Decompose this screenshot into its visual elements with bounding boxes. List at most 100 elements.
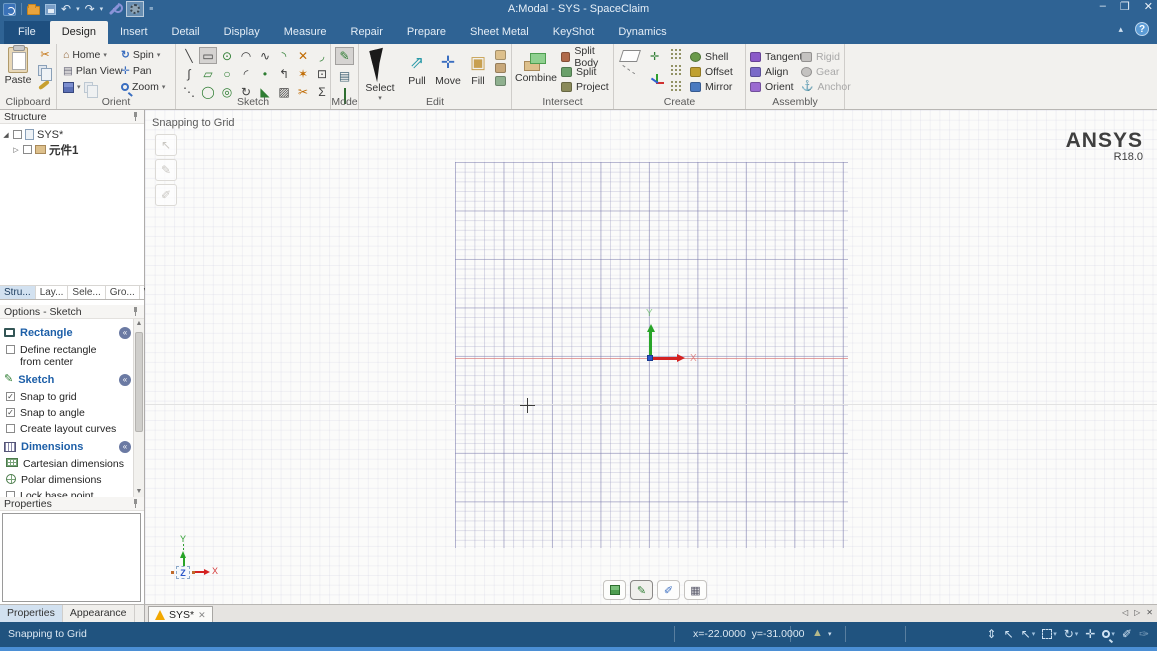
options-toggle[interactable] [126, 1, 145, 17]
origin-point[interactable] [647, 355, 653, 361]
selection-box-icon[interactable]: ▾ [1042, 629, 1057, 639]
sketch-edit-ghost-icon[interactable]: ✐ [155, 184, 177, 206]
combine-button[interactable]: Combine [515, 50, 557, 84]
sketch-construction-spline-icon[interactable]: ∫ [187, 67, 191, 81]
redo-caret-icon[interactable]: ▾ [99, 5, 104, 13]
checkbox-checked[interactable]: ✓ [6, 392, 15, 401]
warning-caret-icon[interactable]: ▾ [828, 631, 832, 638]
app-icon[interactable] [3, 2, 16, 16]
restore-button[interactable]: ❐ [1119, 1, 1130, 13]
move-button[interactable]: ✛ Move [433, 52, 463, 87]
close-tab-icon[interactable]: ✕ [1146, 608, 1153, 617]
tab-keyshot[interactable]: KeyShot [552, 26, 595, 38]
options-scrollbar[interactable]: ▲ ▼ [133, 319, 144, 497]
plane-icon[interactable] [619, 50, 641, 62]
sketch-fill-region-icon[interactable]: ◣ [260, 85, 270, 99]
minimize-button[interactable]: – [1099, 0, 1106, 12]
pattern-grid-icon[interactable] [670, 80, 683, 93]
collapse-section-icon[interactable]: « [119, 326, 131, 339]
split-body-button[interactable]: Split Body [561, 45, 613, 69]
option-define-rect-center[interactable]: Define rectangle from center [6, 344, 133, 368]
redo-icon[interactable]: ↷ [84, 2, 95, 16]
collapse-ribbon-icon[interactable]: ▴ [1118, 23, 1123, 34]
pin-icon[interactable] [131, 499, 140, 508]
rigid-button[interactable]: Rigid [801, 49, 851, 64]
sketch-view-button[interactable]: ✎ [630, 580, 653, 600]
annotate-button[interactable]: ✐ [657, 580, 680, 600]
sketch-circle-icon[interactable]: ⊙ [221, 49, 233, 63]
option-lock-base-point[interactable]: Lock base point [6, 490, 133, 497]
save-icon[interactable] [45, 3, 56, 15]
sketch-tangent-arc-icon[interactable]: ◠ [240, 49, 252, 63]
option-cartesian-dimensions[interactable]: Cartesian dimensions [6, 458, 133, 470]
gear-button[interactable]: Gear [801, 64, 851, 79]
root-checkbox[interactable] [13, 130, 22, 139]
sketch-arc-icon[interactable]: ◜ [243, 67, 249, 81]
tab-appearance[interactable]: Appearance [63, 605, 135, 622]
scroll-tabs-right-icon[interactable]: ▷ [1134, 608, 1141, 617]
option-snap-to-angle[interactable]: ✓ Snap to angle [6, 407, 133, 419]
document-tab-sys[interactable]: SYS* ✕ [148, 606, 213, 623]
paste-button[interactable]: Paste [3, 45, 33, 86]
sketch-chamfer-icon[interactable]: ✶ [297, 67, 309, 81]
sketch-polygon-icon[interactable]: ▱ [203, 67, 213, 81]
sketch-draw-ghost-icon[interactable]: ✎ [155, 159, 177, 181]
expander-icon[interactable]: ◢ [3, 131, 9, 139]
axes-icon[interactable] [650, 74, 664, 88]
axis-line-icon[interactable] [622, 64, 638, 77]
tab-selection[interactable]: Sele... [68, 286, 106, 299]
spin-caret-icon[interactable]: ▾ [156, 51, 161, 59]
checkbox[interactable] [6, 424, 15, 433]
design-canvas[interactable]: Snapping to Grid ↖ ✎ ✐ ANSYS R18.0 Y X Y… [145, 110, 1157, 604]
undo-icon[interactable]: ↶ [61, 2, 72, 16]
sketch-spline-icon[interactable]: ∿ [259, 49, 271, 63]
tab-file[interactable]: File [4, 21, 50, 44]
home-button[interactable]: ⌂ Home ▾ [61, 47, 122, 63]
option-polar-dimensions[interactable]: Polar dimensions [6, 474, 133, 486]
sketch-line-icon[interactable]: ╲ [185, 49, 193, 63]
scroll-updown-icon[interactable]: ⇕ [986, 627, 997, 641]
sketch-curve-icon[interactable]: ◝ [281, 49, 287, 63]
pull-button[interactable]: ⇗ Move Pull [403, 52, 431, 87]
sketch-split-icon[interactable]: ✂ [297, 85, 309, 99]
close-button[interactable]: ✕ [1143, 1, 1153, 13]
checkbox[interactable] [6, 491, 15, 497]
warning-triangle-icon[interactable]: ▲ [812, 627, 823, 639]
orient-button[interactable]: Orient [750, 79, 802, 94]
cursor-undo-icon[interactable]: ↖ [1003, 627, 1014, 641]
tab-design[interactable]: Design [49, 21, 108, 44]
expander-icon[interactable]: ▷ [13, 146, 19, 154]
measure-icon[interactable]: ✐ [1121, 627, 1132, 641]
view-cube-button[interactable]: ▾ [61, 79, 122, 98]
format-painter-icon[interactable] [38, 79, 50, 91]
scroll-tabs-left-icon[interactable]: ◁ [1121, 608, 1129, 617]
anchor-button[interactable]: ⚓ Anchor [801, 79, 851, 94]
scroll-thumb[interactable] [135, 332, 143, 432]
replace-icon[interactable] [495, 63, 506, 73]
align-button[interactable]: Align [750, 64, 802, 79]
collapse-section-icon[interactable]: « [119, 373, 131, 386]
tab-measure[interactable]: Measure [283, 26, 327, 38]
sketch-equation-icon[interactable]: Σ [318, 85, 326, 99]
plan-view-button[interactable]: ▤ Plan View [61, 63, 122, 79]
zoom-icon[interactable]: ▾ [1102, 630, 1115, 638]
sketch-three-point-circle-icon[interactable]: ○ [223, 67, 231, 81]
zoom-button[interactable]: Zoom ▾ [119, 79, 165, 95]
cube-caret-icon[interactable]: ▾ [77, 83, 81, 91]
pattern-arc-icon[interactable] [670, 48, 683, 61]
triad-z-box[interactable]: Z [176, 566, 190, 579]
tab-dynamics[interactable]: Dynamics [618, 26, 667, 38]
sketch-rectangle-icon[interactable]: ▭ [199, 47, 217, 64]
tab-prepare[interactable]: Prepare [406, 26, 447, 38]
collapse-section-icon[interactable]: « [119, 440, 131, 453]
tab-display[interactable]: Display [223, 26, 260, 38]
sketch-ellipse-icon[interactable]: ◯ [201, 85, 215, 99]
pan-icon[interactable]: ✛ [1085, 627, 1096, 641]
copy-icon[interactable] [38, 65, 52, 81]
solid-view-button[interactable] [603, 580, 626, 600]
help-icon[interactable]: ? [1135, 22, 1149, 36]
shell-button[interactable]: Shell [690, 49, 733, 64]
tab-layers[interactable]: Lay... [36, 286, 69, 299]
pin-icon[interactable] [131, 307, 140, 316]
zoom-caret-icon[interactable]: ▾ [161, 83, 166, 91]
